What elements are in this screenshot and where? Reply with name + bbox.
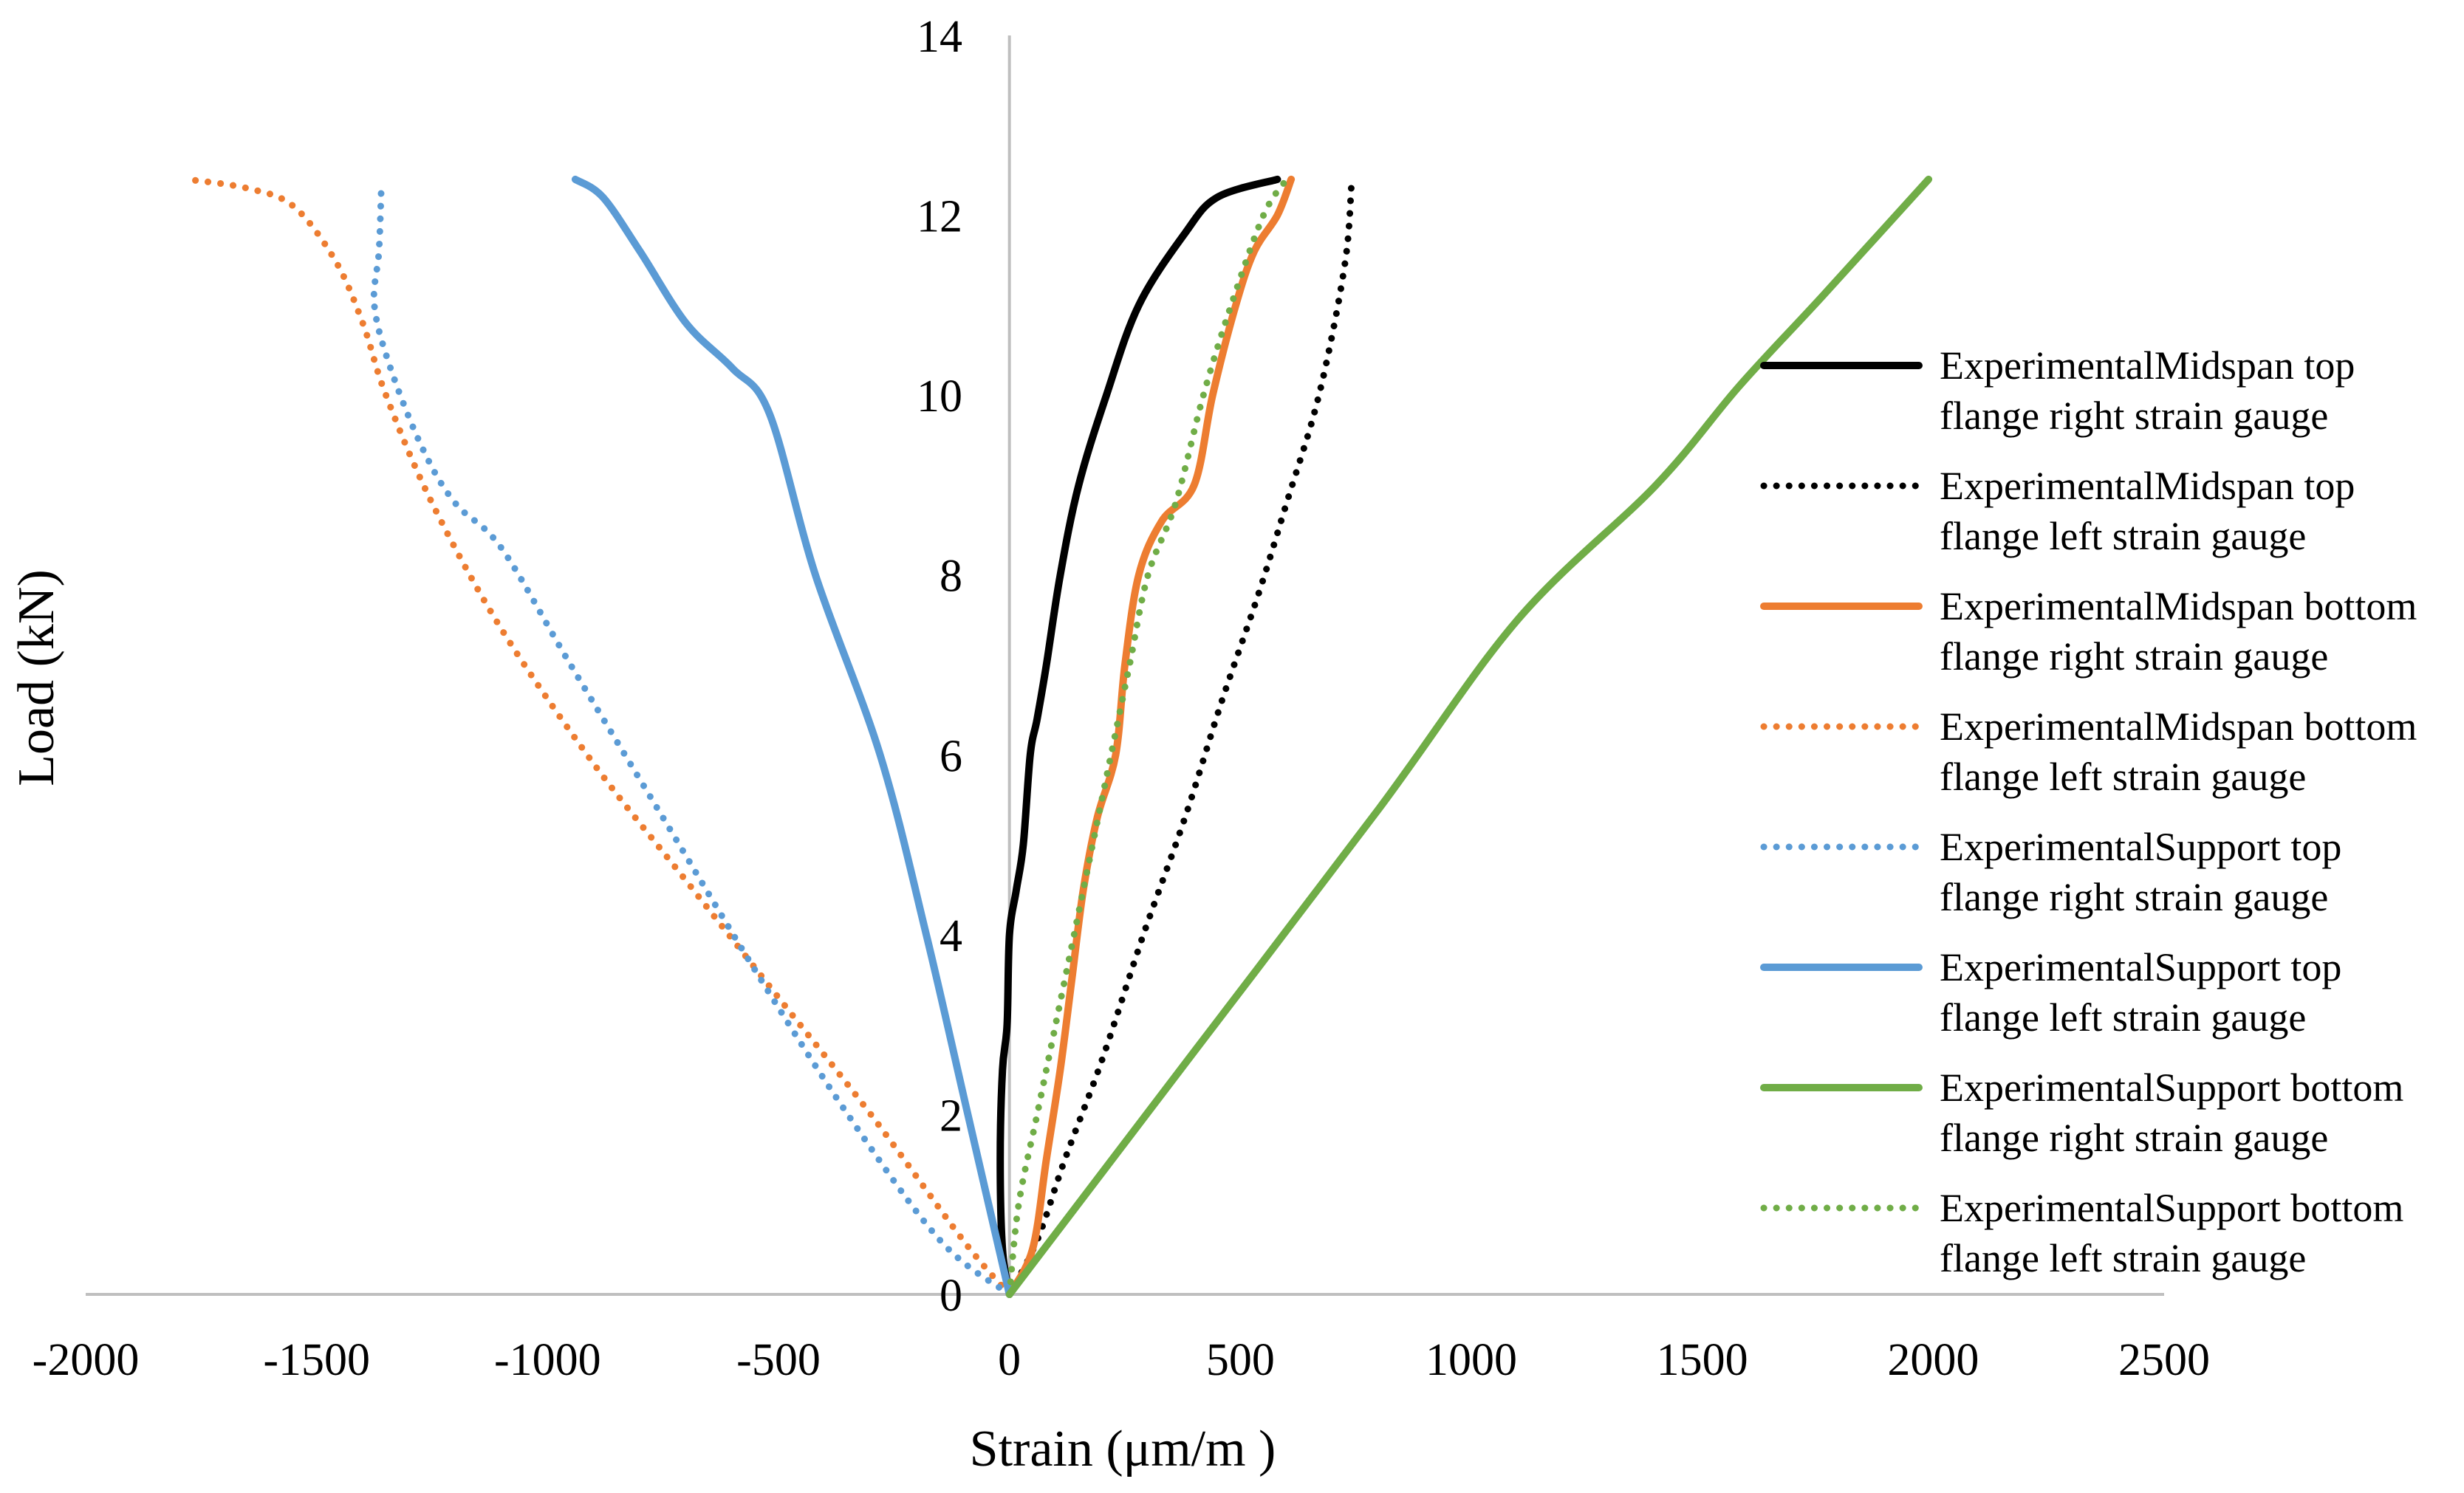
y-tick-label: 6 — [940, 731, 962, 781]
series-line-8 — [1006, 176, 1290, 1298]
x-tick-label: 2500 — [2118, 1335, 2210, 1385]
legend-label: ExperimentalSupport bottom — [1940, 1065, 2403, 1110]
legend-item: ExperimentalSupport bottom flange right s… — [1760, 1065, 2403, 1160]
y-tick-label: 0 — [940, 1271, 962, 1321]
y-axis: 0 2 4 6 8 10 12 14 — [917, 12, 1011, 1321]
legend-label: ExperimentalSupport top — [1940, 825, 2341, 869]
series-line-7 — [1005, 175, 1933, 1298]
x-tick-label: 1000 — [1426, 1335, 1517, 1385]
y-tick-label: 12 — [917, 192, 962, 242]
legend-label: ExperimentalSupport bottom — [1940, 1186, 2403, 1230]
series-line-3 — [1005, 175, 1296, 1298]
legend-label: ExperimentalMidspan top — [1940, 343, 2355, 388]
series-line-2 — [1006, 185, 1355, 1298]
legend-label: ExperimentalMidspan top — [1940, 464, 2355, 508]
legend-item: ExperimentalMidspan bottom flange right s… — [1760, 584, 2417, 679]
legend-item: ExperimentalSupport top flange right stra… — [1760, 825, 2341, 919]
legend-item: ExperimentalSupport bottom flange left st… — [1760, 1186, 2403, 1280]
legend-label: flange left strain gauge — [1940, 995, 2306, 1040]
series-line-6 — [571, 175, 1013, 1298]
legend-item: ExperimentalMidspan top flange right stra… — [1760, 343, 2355, 438]
legend-label: ExperimentalMidspan bottom — [1940, 584, 2417, 628]
x-tick-label: -2000 — [32, 1335, 140, 1385]
x-axis-title: Strain (μm/m ) — [970, 1421, 1276, 1477]
legend-item: ExperimentalMidspan bottom flange left st… — [1760, 704, 2417, 799]
y-tick-label: 14 — [917, 12, 962, 62]
legend: ExperimentalMidspan top flange right stra… — [1760, 343, 2417, 1280]
legend-label: ExperimentalSupport top — [1940, 945, 2341, 989]
y-tick-label: 2 — [940, 1091, 962, 1141]
legend-item: ExperimentalSupport top flange left strai… — [1760, 945, 2341, 1040]
x-tick-label: 1500 — [1657, 1335, 1748, 1385]
legend-label: ExperimentalMidspan bottom — [1940, 704, 2417, 749]
x-tick-label: -1000 — [494, 1335, 601, 1385]
y-tick-label: 4 — [940, 911, 962, 961]
x-tick-label: 0 — [998, 1335, 1021, 1385]
y-tick-label: 10 — [917, 371, 962, 422]
legend-label: flange right strain gauge — [1940, 634, 2328, 679]
x-tick-label: 500 — [1206, 1335, 1275, 1385]
series-line-5 — [370, 185, 1013, 1298]
series-line-1 — [996, 175, 1281, 1298]
series-line-4 — [184, 176, 1013, 1298]
legend-label: flange left strain gauge — [1940, 755, 2306, 799]
x-axis: -2000 -1500 -1000 -500 0 500 1000 1500 2000 2500 — [32, 1293, 2210, 1385]
legend-label: flange left strain gauge — [1940, 514, 2306, 558]
legend-item: ExperimentalMidspan top flange left strai… — [1760, 464, 2355, 558]
legend-label: flange right strain gauge — [1940, 875, 2328, 919]
legend-label: flange right strain gauge — [1940, 1116, 2328, 1160]
x-tick-label: 2000 — [1887, 1335, 1979, 1385]
y-tick-label: 8 — [940, 552, 962, 602]
legend-label: flange right strain gauge — [1940, 394, 2328, 438]
series-layer — [184, 175, 1933, 1298]
legend-label: flange left strain gauge — [1940, 1236, 2306, 1280]
x-tick-label: -1500 — [263, 1335, 370, 1385]
x-tick-label: -500 — [736, 1335, 821, 1385]
y-axis-title: Load (kN) — [8, 569, 65, 786]
